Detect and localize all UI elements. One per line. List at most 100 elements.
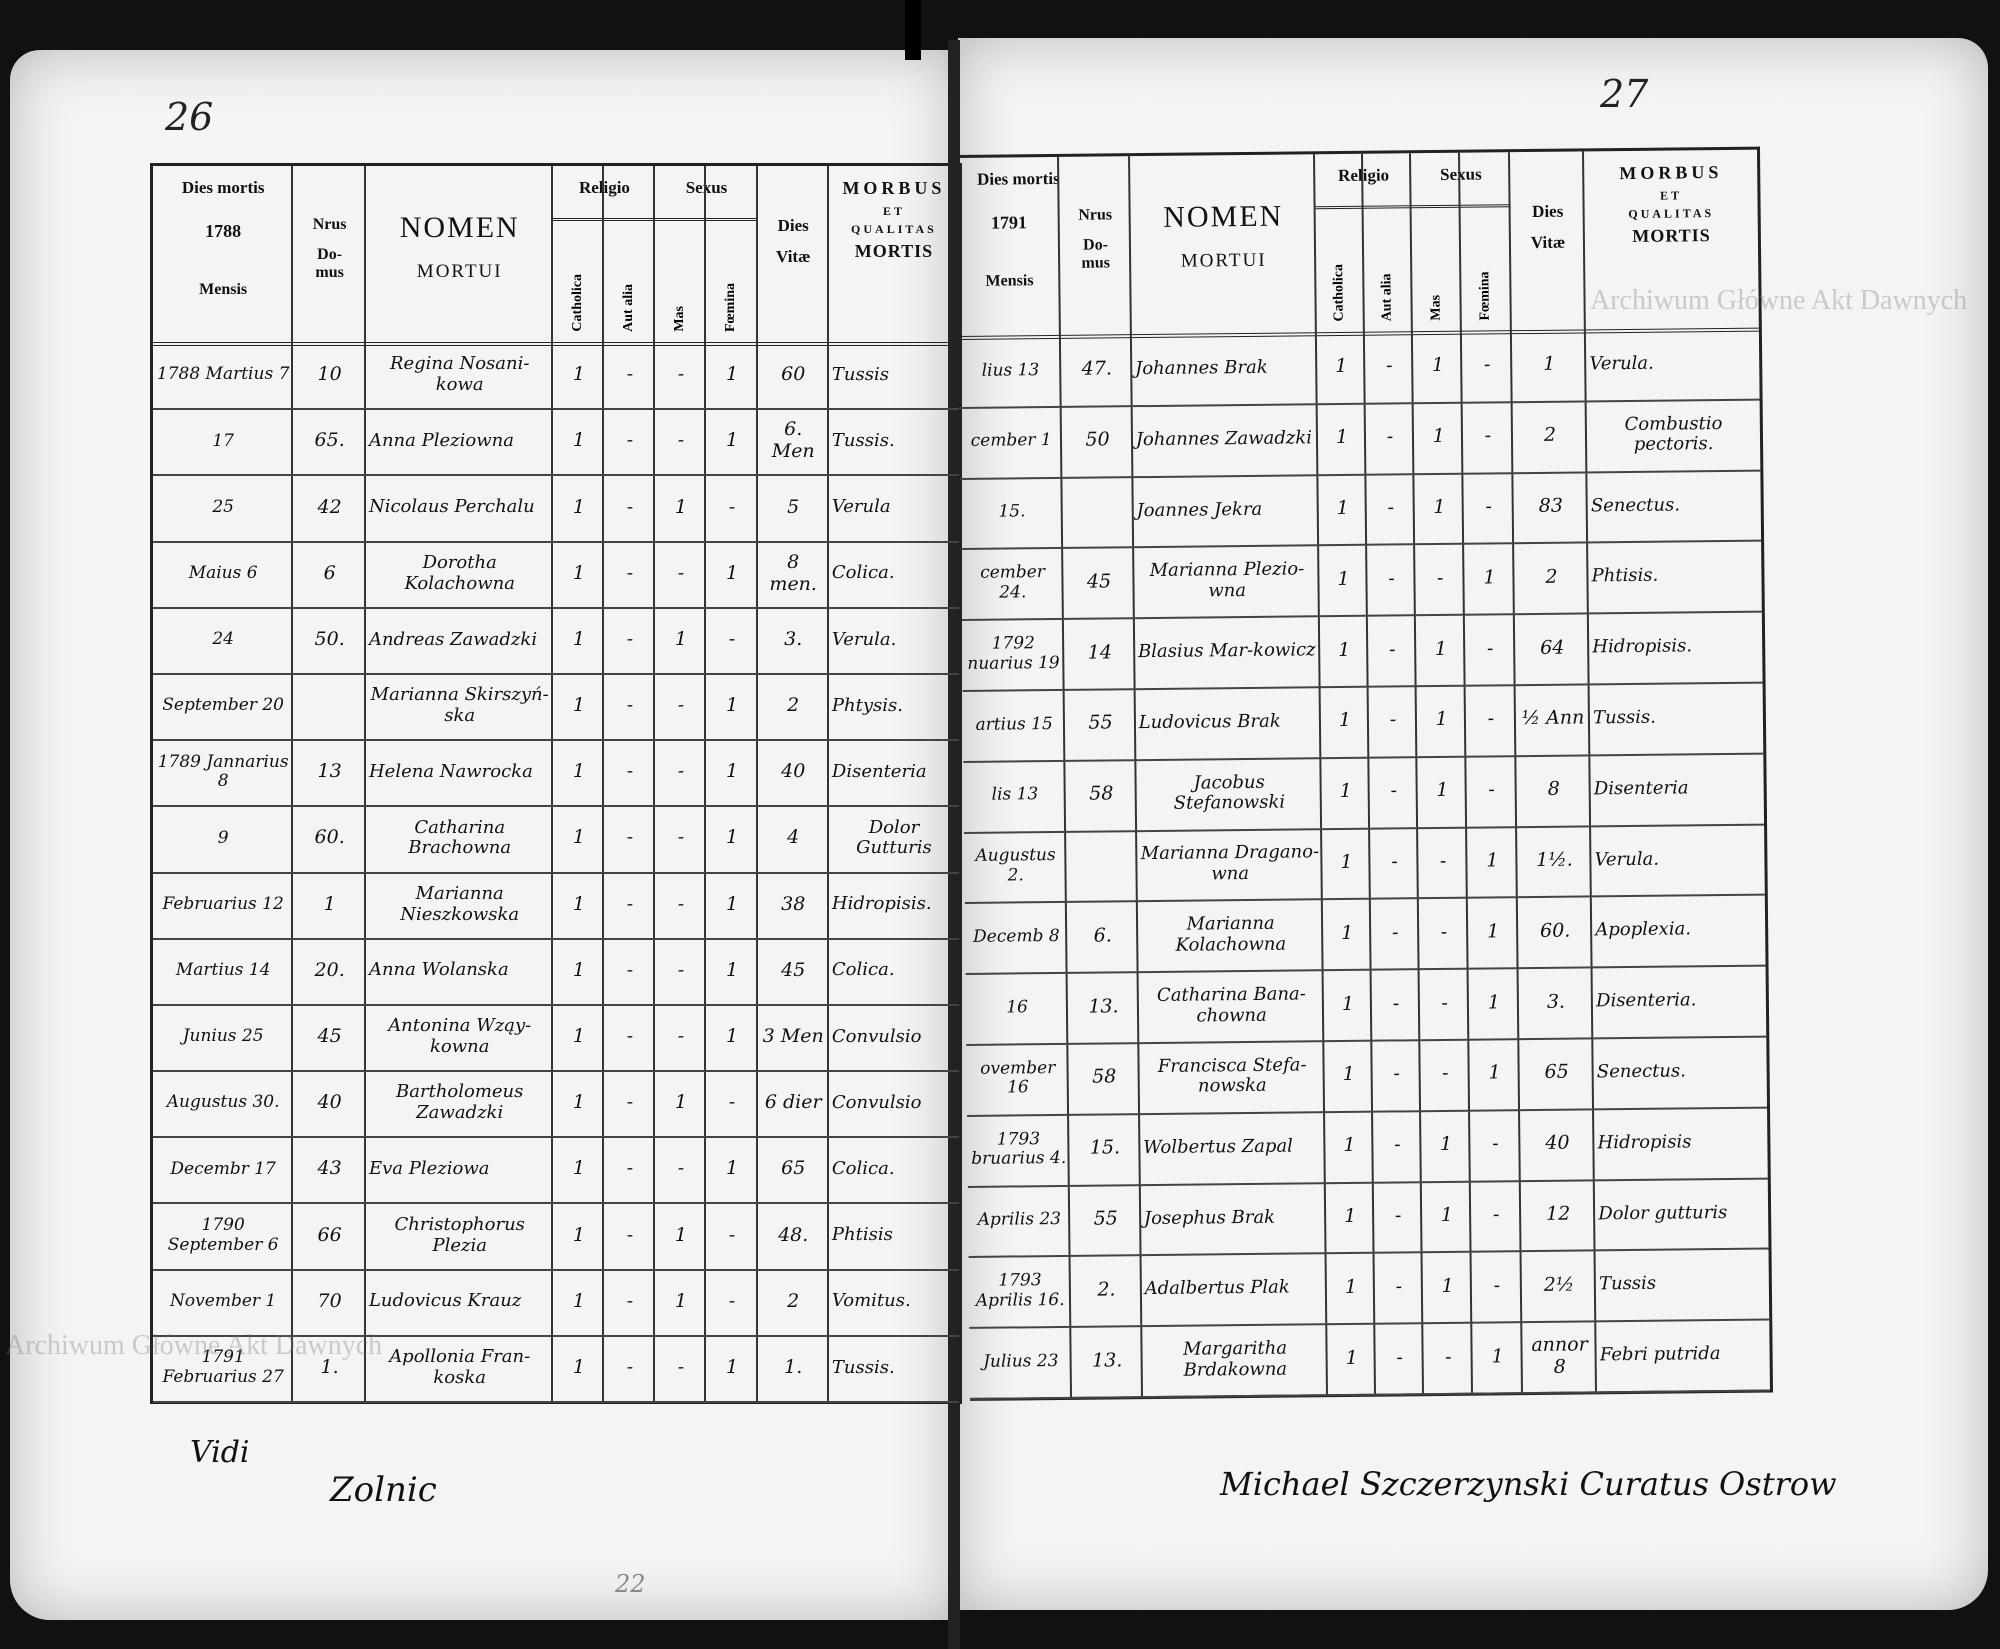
column-rule (826, 166, 829, 1401)
cell-catholica: 1 (1344, 1204, 1357, 1228)
cell-mas: 1 (674, 1091, 688, 1114)
table-row: Maius 6 6 Dorotha Kolachowna 1 - - 1 8 men. Coli… (153, 541, 959, 609)
cell-mas: - (677, 429, 685, 452)
cell-mas: 1 (1439, 1133, 1453, 1156)
cell-nomen: Anna Pleziowna (368, 429, 514, 451)
header-nrus: Nrus (1078, 206, 1113, 224)
cell-catholica: 1 (572, 429, 585, 452)
cell-mas: - (1439, 849, 1447, 873)
cell-nrus-domus: 10 (317, 363, 342, 386)
cell-nomen: Apollonia Fran-koska (389, 1346, 531, 1388)
cell-dies-mortis: lius 13 (981, 359, 1040, 381)
cell-foemina: 1 (1491, 1344, 1504, 1368)
cell-nrus-domus: 40 (317, 1091, 342, 1114)
table-row: cember 1 50 Johannes Zawadzki 1 - 1 - 2 Combusti… (959, 398, 1761, 480)
cell-dies-vitae: 60. (1539, 919, 1571, 942)
table-row: 15. Joannes Jekra 1 - 1 - 83 Senectus. (960, 469, 1762, 551)
cell-foemina: 1 (725, 694, 739, 717)
cell-catholica: 1 (1343, 1134, 1356, 1157)
cell-nrus-domus: 14 (1087, 641, 1113, 664)
table-row: Junius 25 45 Antonina Wząy-kowna 1 - - 1 3 Men C… (153, 1004, 959, 1073)
cell-foemina: 1 (725, 892, 739, 915)
cell-mas: 1 (1436, 779, 1449, 802)
cell-dies-mortis: 1789 Jannarius 8 (157, 751, 289, 792)
cell-mas: 1 (1440, 1203, 1453, 1227)
cell-morbus: Convulsio (831, 1091, 922, 1113)
cell-foemina: - (1488, 778, 1495, 801)
cell-morbus: Colica. (831, 959, 895, 981)
cell-dies-mortis: 1788 Martius 7 (156, 364, 290, 385)
cell-mas: 1 (1432, 425, 1445, 448)
table-row: 1789 Jannarius 8 13 Helena Nawrocka 1 - - 1 40 D… (153, 739, 959, 808)
column-rule (551, 166, 554, 1401)
cell-nrus-domus: 60. (314, 826, 345, 849)
header-et: ET (882, 204, 905, 218)
cell-aut-alia: - (626, 892, 634, 915)
cell-morbus: Hidropisis (1597, 1131, 1692, 1154)
cell-catholica: 1 (572, 1157, 585, 1180)
column-rule (291, 166, 294, 1401)
cell-dies-vitae: 4 (787, 826, 800, 849)
cell-dies-vitae: 48. (778, 1223, 809, 1246)
column-rule (704, 166, 707, 1401)
cell-catholica: 1 (1335, 355, 1348, 378)
cell-nrus-domus: 66 (317, 1223, 342, 1246)
cell-aut-alia: - (1388, 638, 1396, 661)
cell-dies-mortis: Maius 6 (188, 562, 258, 583)
cell-morbus: Disenteria. (1595, 989, 1697, 1012)
cell-catholica: 1 (572, 1289, 585, 1312)
left-page (10, 50, 955, 1620)
cell-aut-alia: - (1385, 354, 1393, 377)
table-row: cember 24. 45 Marianna Plezio-wna 1 - - 1 2 Phti… (961, 539, 1762, 622)
cell-nomen: Andreas Zawadzki (368, 628, 538, 650)
header-morbus: MORBUS (1619, 161, 1723, 184)
cell-foemina: 1 (1486, 849, 1499, 872)
cell-foemina: 1 (725, 1025, 739, 1048)
cell-morbus: Verula. (831, 628, 897, 650)
cell-nomen: Marianna Nieszkowska (400, 882, 520, 925)
table-row: 1792 nuarius 19 14 Blasius Mar-kowicz 1 - 1 - 6… (961, 610, 1763, 692)
cell-aut-alia: - (1396, 1346, 1403, 1369)
cell-catholica: 1 (1340, 850, 1353, 874)
signature-right: Michael Szczerzynski Curatus Ostrow (1220, 1465, 1837, 1503)
cell-foemina: 1 (725, 561, 739, 584)
cell-mas: 1 (1435, 708, 1448, 731)
cell-mas: - (677, 694, 685, 717)
cell-catholica: 1 (572, 627, 585, 650)
cell-dies-vitae: 8 men. (769, 550, 817, 595)
cell-nomen: Bartholomeus Zawadzki (396, 1081, 524, 1124)
cell-morbus: Hidropisis. (831, 893, 932, 915)
cell-foemina: 1 (725, 1157, 739, 1180)
table-row: 1793 bruarius 4. 15. Wolbertus Zapal 1 - 1 - 40… (967, 1106, 1768, 1188)
header-qualitas: QUALITAS (851, 222, 937, 236)
cell-nomen: Catharina Bana-chowna (1156, 983, 1306, 1027)
cell-morbus: Colica. (831, 562, 895, 584)
cell-nomen: Francisca Stefa-nowska (1157, 1054, 1307, 1097)
cell-aut-alia: - (626, 627, 634, 650)
cell-catholica: 1 (572, 826, 585, 849)
cell-nomen: Johannes Zawadzki (1135, 427, 1313, 450)
cell-nomen: Dorotha Kolachowna (404, 551, 515, 594)
cell-aut-alia: - (1393, 1062, 1401, 1085)
cell-mas: - (1441, 991, 1448, 1014)
cell-foemina: 1 (1487, 991, 1501, 1014)
cell-morbus: Disenteria (1593, 777, 1689, 800)
table-row: Aprilis 23 55 Josephus Brak 1 - 1 - 12 Dolor gut… (967, 1177, 1769, 1259)
header-subrule (1315, 204, 1511, 210)
cell-foemina: - (728, 1091, 736, 1114)
cell-dies-mortis: Junius 25 (182, 1026, 264, 1047)
table-row: Julius 23 13. Margaritha Brdakowna 1 - - 1 anno… (969, 1318, 1770, 1400)
cell-catholica: 1 (1339, 780, 1352, 803)
cell-morbus: Febri putrida (1599, 1343, 1721, 1366)
cell-dies-mortis: lis 13 (991, 784, 1039, 806)
cell-mas: 1 (1441, 1274, 1454, 1297)
cell-foemina: 1 (725, 1355, 739, 1378)
cell-catholica: 1 (572, 892, 585, 915)
header-mas: Mas (671, 306, 687, 332)
header-morbus: MORBUS (842, 178, 946, 198)
cell-nomen: Ludovicus Krauz (368, 1290, 522, 1312)
cell-dies-vitae: 83 (1538, 494, 1563, 517)
cell-mas: - (677, 363, 685, 386)
cell-dies-mortis: November 1 (170, 1290, 277, 1311)
cell-morbus: Senectus. (1596, 1060, 1687, 1083)
